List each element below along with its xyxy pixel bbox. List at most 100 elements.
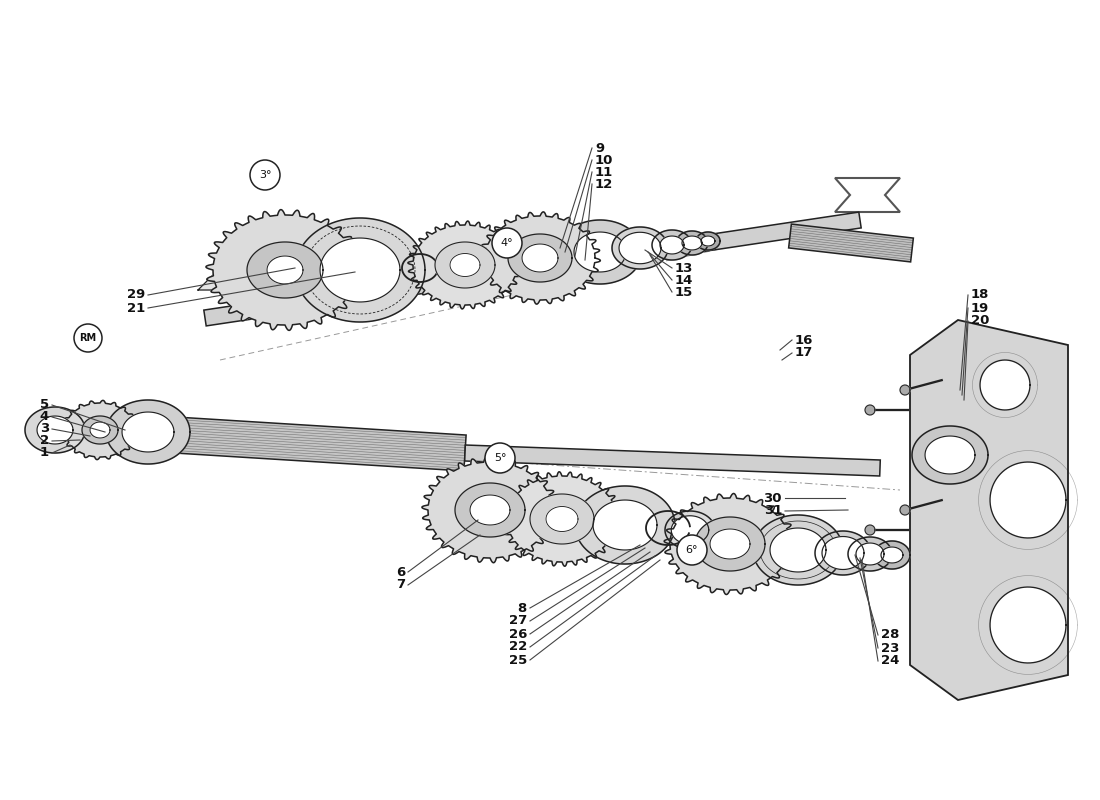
Polygon shape — [666, 511, 715, 549]
Polygon shape — [206, 210, 364, 330]
Text: 5: 5 — [40, 398, 49, 411]
Polygon shape — [82, 416, 118, 444]
Polygon shape — [671, 516, 708, 544]
Text: 11: 11 — [595, 166, 614, 178]
Text: 17: 17 — [795, 346, 813, 359]
Polygon shape — [434, 242, 495, 288]
Circle shape — [250, 160, 280, 190]
Polygon shape — [62, 400, 139, 460]
Text: 13: 13 — [675, 262, 693, 274]
Text: 20: 20 — [971, 314, 989, 327]
Text: 16: 16 — [795, 334, 813, 346]
Text: 6°: 6° — [685, 545, 698, 555]
Polygon shape — [701, 236, 715, 246]
Text: 18: 18 — [971, 289, 989, 302]
Polygon shape — [546, 506, 578, 531]
Text: 30: 30 — [763, 491, 782, 505]
Text: 19: 19 — [971, 302, 989, 314]
Polygon shape — [90, 422, 110, 438]
Polygon shape — [612, 227, 668, 269]
Circle shape — [676, 535, 707, 565]
Polygon shape — [455, 483, 525, 537]
Polygon shape — [204, 212, 861, 326]
Text: 29: 29 — [126, 289, 145, 302]
Text: 25: 25 — [508, 654, 527, 666]
Text: 24: 24 — [881, 654, 900, 667]
Polygon shape — [593, 500, 657, 550]
Polygon shape — [422, 458, 558, 562]
Text: 21: 21 — [126, 302, 145, 314]
Polygon shape — [574, 232, 626, 272]
Polygon shape — [789, 224, 913, 262]
Polygon shape — [682, 236, 702, 250]
Polygon shape — [874, 541, 910, 569]
Polygon shape — [619, 232, 661, 264]
Polygon shape — [822, 537, 864, 570]
Polygon shape — [990, 587, 1066, 663]
Polygon shape — [248, 242, 323, 298]
Text: 4°: 4° — [500, 238, 514, 248]
Polygon shape — [900, 505, 910, 515]
Polygon shape — [267, 256, 303, 284]
Text: 28: 28 — [881, 629, 900, 642]
Polygon shape — [450, 254, 480, 277]
Text: 2: 2 — [40, 434, 49, 447]
Polygon shape — [522, 244, 558, 272]
Polygon shape — [558, 220, 642, 284]
Polygon shape — [865, 525, 874, 535]
Circle shape — [74, 324, 102, 352]
Polygon shape — [37, 416, 73, 444]
Polygon shape — [881, 547, 903, 563]
Circle shape — [485, 443, 515, 473]
Polygon shape — [320, 238, 400, 302]
Polygon shape — [652, 230, 692, 260]
Polygon shape — [835, 178, 900, 212]
Polygon shape — [575, 486, 675, 564]
Polygon shape — [106, 400, 190, 464]
Polygon shape — [990, 462, 1066, 538]
Polygon shape — [856, 543, 884, 565]
Text: 10: 10 — [595, 154, 614, 166]
Text: 7: 7 — [396, 578, 405, 591]
Polygon shape — [695, 517, 764, 571]
Text: 4: 4 — [40, 410, 49, 423]
Text: RM: RM — [79, 333, 97, 343]
Polygon shape — [664, 494, 796, 594]
Polygon shape — [815, 531, 871, 575]
Polygon shape — [470, 495, 510, 525]
Polygon shape — [848, 537, 892, 571]
Polygon shape — [464, 445, 880, 476]
Polygon shape — [912, 426, 988, 484]
Polygon shape — [696, 232, 720, 250]
Polygon shape — [865, 405, 874, 415]
Polygon shape — [910, 320, 1068, 700]
Text: 22: 22 — [508, 641, 527, 654]
Polygon shape — [754, 515, 843, 585]
Circle shape — [492, 228, 522, 258]
Polygon shape — [508, 234, 572, 282]
Polygon shape — [900, 385, 910, 395]
Text: 31: 31 — [763, 505, 782, 518]
Text: 3: 3 — [40, 422, 49, 435]
Text: 14: 14 — [675, 274, 693, 286]
Text: 23: 23 — [881, 642, 900, 654]
Polygon shape — [295, 218, 425, 322]
Polygon shape — [198, 240, 370, 290]
Text: 3°: 3° — [258, 170, 272, 180]
Polygon shape — [122, 412, 174, 452]
Text: 6: 6 — [396, 566, 405, 578]
Polygon shape — [925, 436, 975, 474]
Polygon shape — [408, 221, 522, 309]
Text: 1: 1 — [40, 446, 49, 459]
Polygon shape — [980, 360, 1030, 410]
Text: 12: 12 — [595, 178, 614, 190]
Text: 27: 27 — [508, 614, 527, 627]
Polygon shape — [502, 472, 623, 566]
Polygon shape — [174, 417, 466, 471]
Text: 26: 26 — [508, 627, 527, 641]
Polygon shape — [660, 236, 684, 254]
Polygon shape — [530, 494, 594, 544]
Polygon shape — [770, 528, 826, 572]
Polygon shape — [480, 212, 601, 304]
Text: 5°: 5° — [494, 453, 506, 463]
